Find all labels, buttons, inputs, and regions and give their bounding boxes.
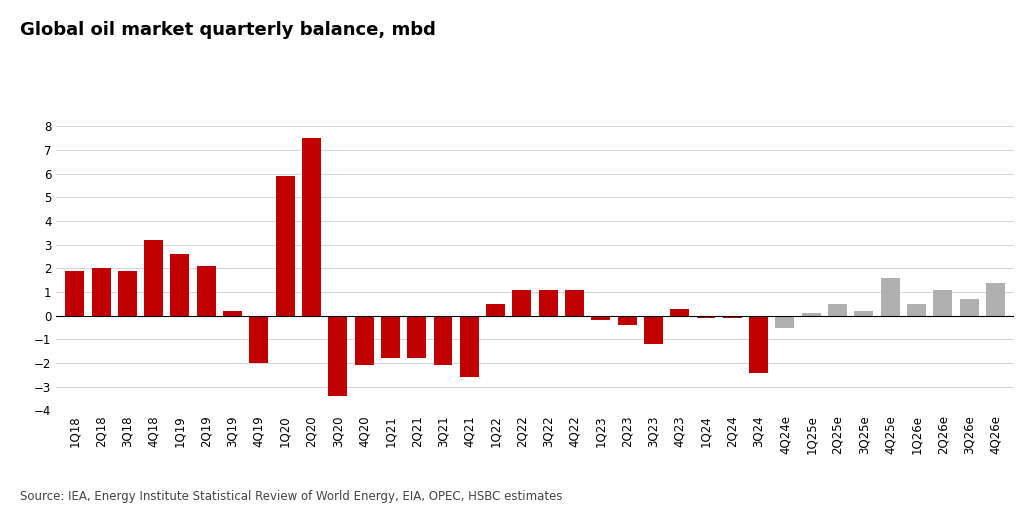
Text: Global oil market quarterly balance, mbd: Global oil market quarterly balance, mbd: [20, 21, 436, 38]
Text: Source: IEA, Energy Institute Statistical Review of World Energy, EIA, OPEC, HSB: Source: IEA, Energy Institute Statistica…: [20, 490, 563, 503]
Bar: [197, 266, 216, 315]
Bar: [354, 315, 374, 365]
Bar: [512, 290, 531, 315]
Bar: [802, 313, 820, 315]
Bar: [986, 283, 1005, 315]
Bar: [302, 138, 321, 315]
Bar: [118, 271, 137, 315]
Bar: [854, 311, 873, 315]
Bar: [591, 315, 610, 321]
Bar: [959, 299, 979, 315]
Bar: [91, 268, 111, 315]
Bar: [66, 271, 84, 315]
Bar: [223, 311, 242, 315]
Bar: [933, 290, 952, 315]
Bar: [250, 315, 268, 363]
Bar: [565, 290, 584, 315]
Bar: [408, 315, 426, 358]
Bar: [539, 290, 558, 315]
Bar: [144, 240, 163, 315]
Bar: [617, 315, 637, 325]
Bar: [433, 315, 453, 365]
Bar: [881, 278, 900, 315]
Bar: [486, 304, 505, 315]
Bar: [696, 315, 716, 318]
Bar: [460, 315, 479, 377]
Bar: [723, 315, 741, 318]
Bar: [671, 309, 689, 315]
Bar: [907, 304, 926, 315]
Bar: [750, 315, 768, 372]
Bar: [381, 315, 399, 358]
Bar: [644, 315, 663, 344]
Bar: [828, 304, 847, 315]
Bar: [775, 315, 795, 327]
Bar: [275, 176, 295, 315]
Bar: [170, 254, 189, 315]
Bar: [329, 315, 347, 396]
